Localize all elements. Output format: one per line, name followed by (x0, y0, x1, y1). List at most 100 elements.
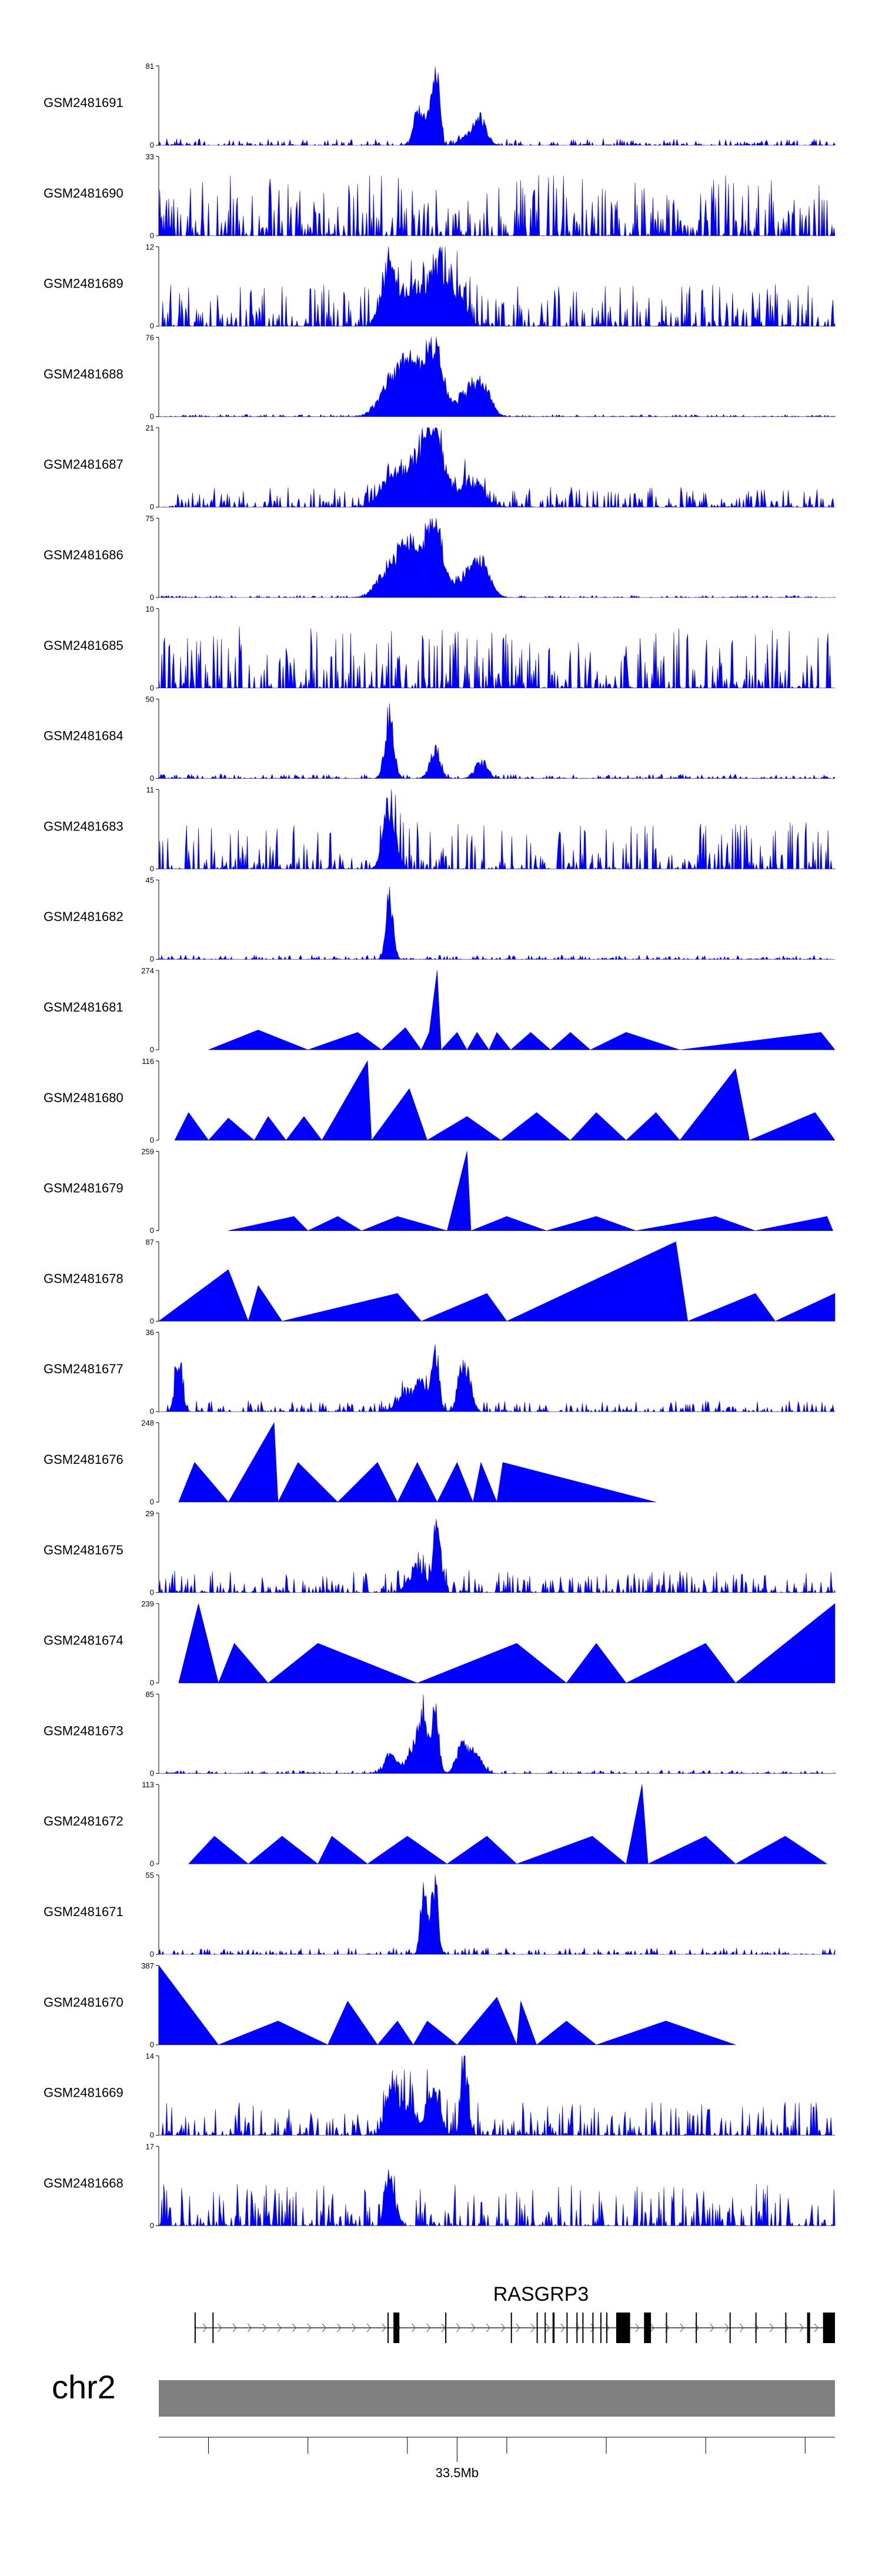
track-GSM2481674: GSM2481674 239 0 (44, 1600, 836, 1687)
exon (729, 2313, 731, 2343)
y-axis-max-label: 387 (141, 1961, 154, 1970)
gene-name-label: RASGRP3 (493, 2283, 589, 2305)
y-axis-max-label: 10 (146, 605, 154, 613)
signal-area (158, 337, 836, 417)
y-axis-max-label: 11 (146, 785, 155, 794)
y-axis-min-label: 0 (150, 1859, 154, 1868)
strand-arrow (740, 2323, 744, 2333)
strand-arrow (650, 2323, 654, 2333)
strand-arrow (247, 2323, 252, 2333)
track-sample-label: GSM2481668 (44, 2175, 123, 2190)
y-axis-min-label: 0 (150, 955, 154, 963)
track-sample-label: GSM2481680 (44, 1090, 123, 1105)
track-GSM2481669: GSM2481669 14 0 (44, 2052, 836, 2140)
chromosome-ideogram: chr2 (52, 2368, 835, 2417)
track-sample-label: GSM2481678 (44, 1271, 123, 1286)
track-sample-label: GSM2481679 (44, 1181, 123, 1196)
y-axis-max-label: 29 (146, 1509, 154, 1518)
signal-area (158, 789, 836, 869)
strand-arrow (546, 2323, 550, 2333)
signal-area (208, 970, 836, 1050)
y-axis-max-label: 14 (146, 2052, 154, 2061)
y-axis-min-label: 0 (150, 2040, 154, 2049)
strand-arrow (471, 2323, 476, 2333)
strand-arrow (262, 2323, 267, 2333)
gene-annotation: RASGRP3 (194, 2283, 835, 2343)
y-axis-max-label: 75 (146, 514, 154, 523)
strand-arrow (590, 2323, 595, 2333)
y-axis-max-label: 21 (146, 423, 154, 432)
signal-area (178, 1603, 836, 1683)
track-GSM2481679: GSM2481679 259 0 (44, 1147, 833, 1235)
y-axis-min-label: 0 (150, 141, 154, 149)
y-axis-max-label: 116 (142, 1057, 154, 1066)
exon (576, 2313, 578, 2343)
exon (536, 2313, 538, 2343)
signal-area (228, 1151, 833, 1231)
strand-arrow (560, 2323, 565, 2333)
y-axis-min-label: 0 (150, 502, 154, 511)
y-axis-min-label: 0 (150, 1679, 154, 1687)
y-axis-max-label: 274 (141, 966, 154, 975)
y-axis-min-label: 0 (150, 1950, 154, 1958)
exon (387, 2313, 389, 2343)
track-GSM2481687: GSM2481687 21 0 (44, 423, 836, 511)
y-axis-max-label: 85 (146, 1690, 154, 1699)
track-sample-label: GSM2481685 (44, 638, 123, 653)
track-sample-label: GSM2481676 (44, 1452, 123, 1467)
track-GSM2481690: GSM2481690 33 0 (44, 152, 836, 240)
strand-arrow (352, 2323, 356, 2333)
signal-area (158, 1694, 836, 1774)
exon (552, 2313, 555, 2343)
exon (696, 2313, 697, 2343)
signal-area (174, 1060, 836, 1141)
exon (393, 2313, 400, 2343)
track-GSM2481673: GSM2481673 85 0 (44, 1690, 836, 1777)
signal-area (158, 1519, 836, 1593)
track-GSM2481685: GSM2481685 10 0 (44, 605, 836, 692)
strand-arrow (799, 2323, 804, 2333)
y-axis-min-label: 0 (150, 322, 154, 331)
strand-arrow (456, 2323, 461, 2333)
track-sample-label: GSM2481686 (44, 548, 123, 562)
exon (606, 2313, 607, 2343)
y-axis-min-label: 0 (150, 864, 154, 873)
y-axis-max-label: 50 (146, 695, 154, 704)
signal-area (158, 175, 836, 236)
track-GSM2481675: GSM2481675 29 0 (44, 1509, 836, 1597)
exon (566, 2313, 568, 2343)
x-axis-position-label: 33.5Mb (436, 2465, 479, 2480)
signal-area (158, 518, 836, 598)
y-axis-max-label: 239 (141, 1600, 154, 1609)
y-axis-max-label: 45 (146, 876, 154, 885)
exon (212, 2313, 214, 2343)
track-GSM2481683: GSM2481683 11 0 (44, 785, 836, 873)
track-sample-label: GSM2481687 (44, 457, 123, 472)
y-axis-min-label: 0 (150, 1226, 154, 1235)
exon (644, 2313, 652, 2343)
signal-area (158, 246, 836, 326)
chromosome-label: chr2 (52, 2368, 116, 2405)
y-axis-min-label: 0 (150, 1407, 154, 1416)
track-sample-label: GSM2481689 (44, 276, 123, 291)
strand-arrow (724, 2323, 729, 2333)
track-GSM2481668: GSM2481668 17 0 (44, 2142, 836, 2230)
track-sample-label: GSM2481670 (44, 1995, 123, 2010)
signal-area (158, 2056, 836, 2135)
y-axis-max-label: 81 (146, 62, 154, 71)
track-sample-label: GSM2481682 (44, 909, 123, 924)
signal-area (158, 2169, 836, 2226)
exon (755, 2313, 757, 2343)
exon (823, 2313, 835, 2343)
strand-arrow (322, 2323, 326, 2333)
strand-arrow (292, 2323, 297, 2333)
strand-arrow (202, 2323, 207, 2333)
strand-arrow (710, 2323, 714, 2333)
track-sample-label: GSM2481691 (44, 95, 123, 110)
track-sample-label: GSM2481675 (44, 1543, 123, 1557)
signal-area (158, 427, 836, 508)
y-axis-max-label: 76 (146, 333, 154, 342)
y-axis-min-label: 0 (150, 1588, 154, 1597)
strand-arrow (486, 2323, 490, 2333)
